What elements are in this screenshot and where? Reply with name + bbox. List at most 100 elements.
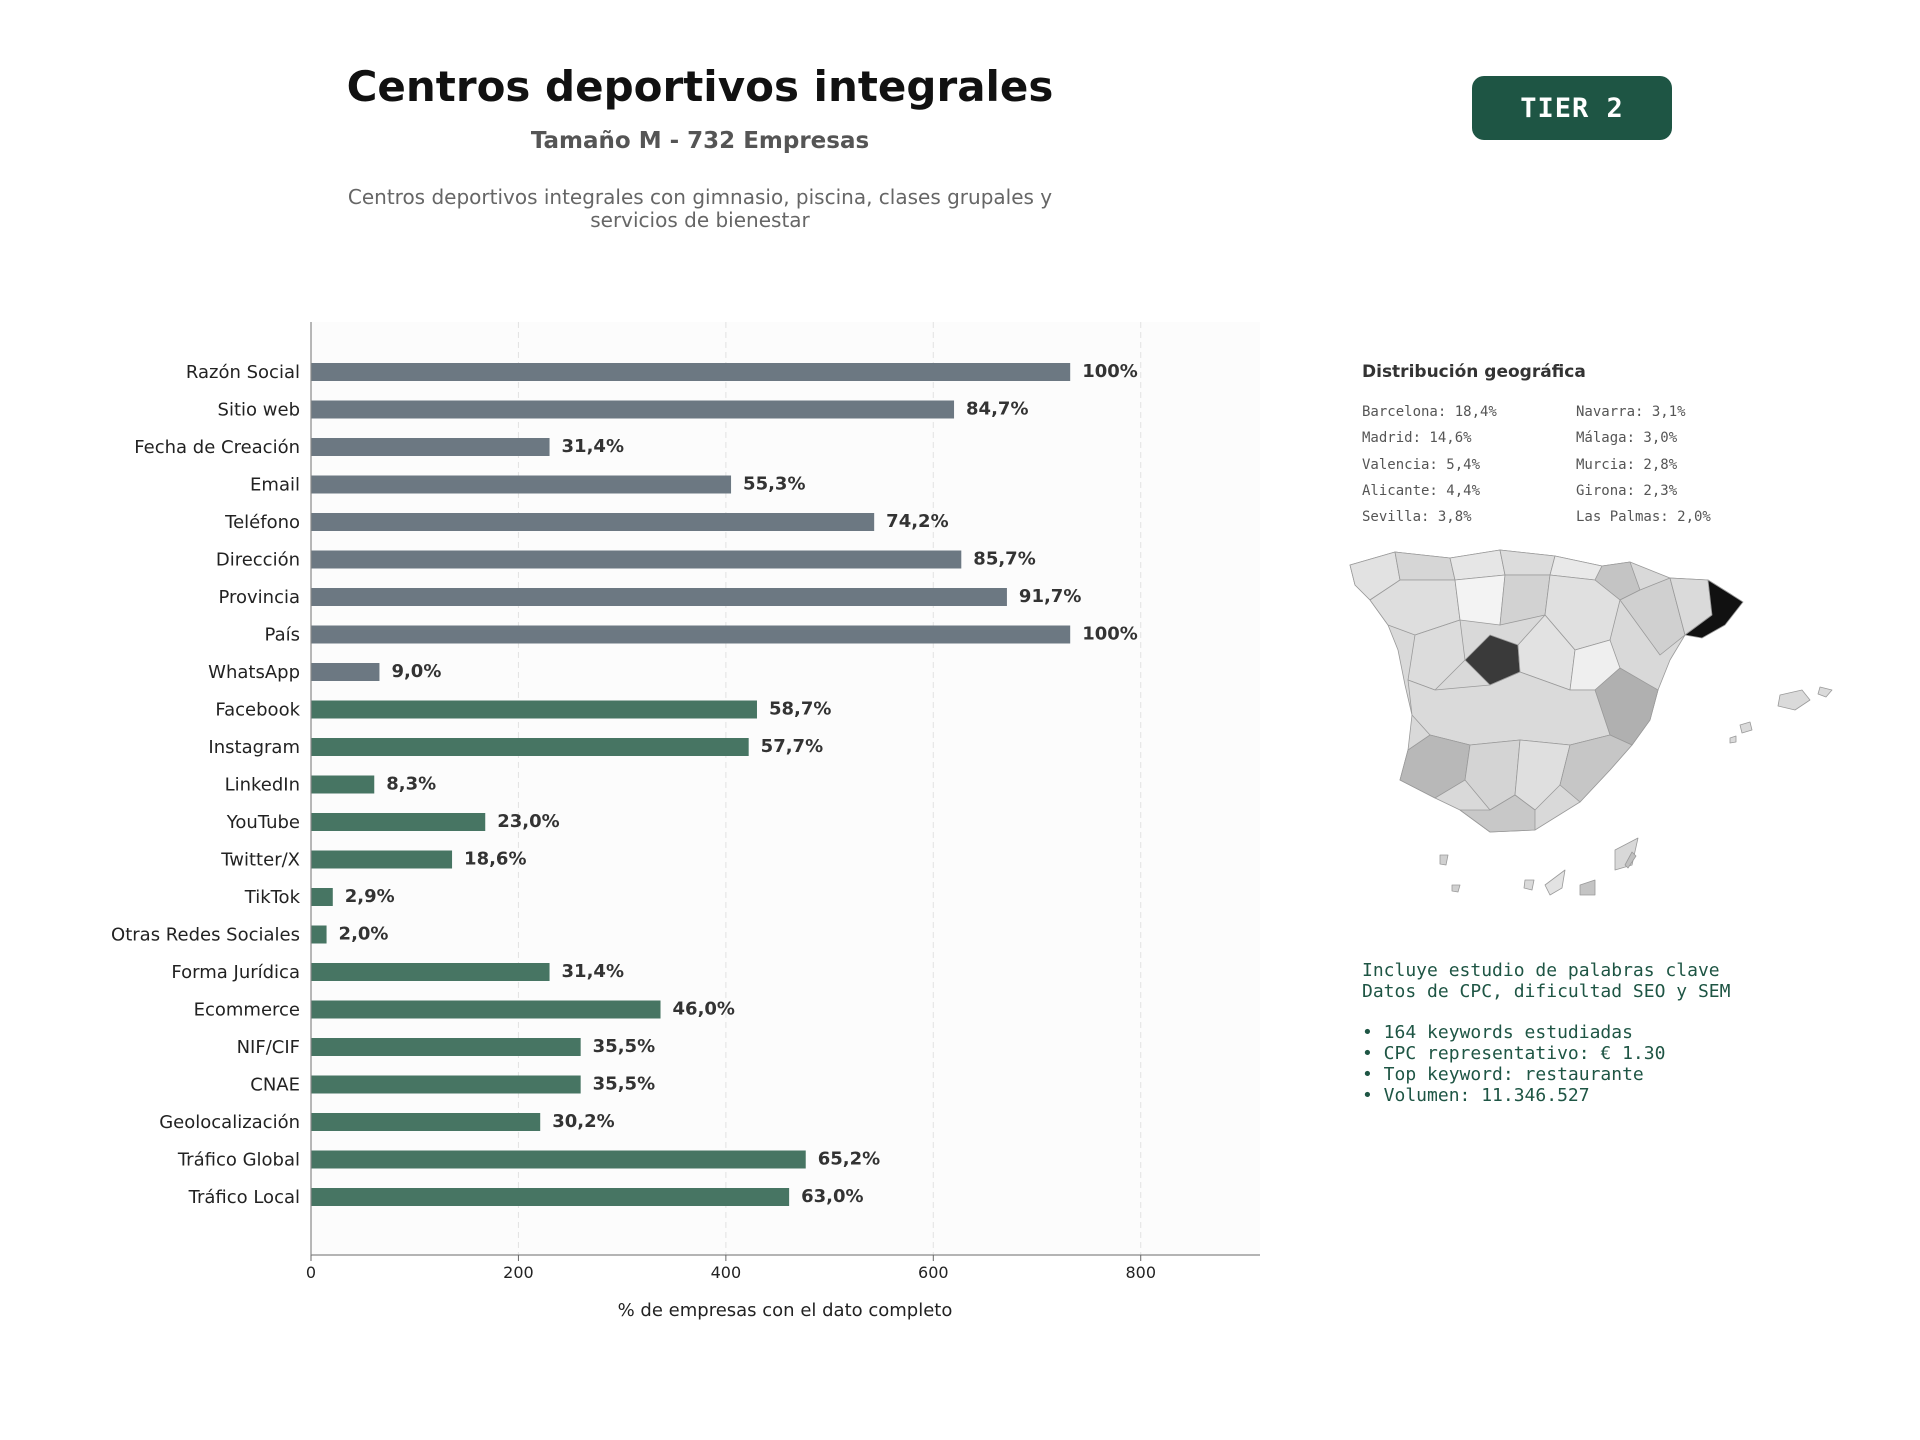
x-axis-label: % de empresas con el dato completo: [618, 1300, 953, 1321]
geo-item: Málaga: 3,0%: [1576, 430, 1678, 447]
map-region: [1499, 549, 1556, 576]
bar: [311, 775, 375, 794]
bars: [311, 363, 1071, 1206]
map-island: [1523, 879, 1535, 891]
geo-item: Navarra: 3,1%: [1576, 404, 1686, 420]
bar: [311, 850, 453, 869]
bar: [311, 438, 550, 456]
bar: [311, 588, 1007, 606]
keywords-bullet: • 164 keywords estudiadas: [1362, 1022, 1633, 1043]
geo-title: Distribución geográfica: [1362, 362, 1586, 382]
data-label: 55,3%: [743, 474, 805, 495]
keywords-bullet: • CPC representativo: € 1.30: [1362, 1043, 1666, 1064]
geo-item: Las Palmas: 2,0%: [1576, 509, 1711, 526]
bar: [311, 888, 333, 906]
map-region: [1407, 619, 1466, 691]
data-label: 57,7%: [761, 736, 823, 757]
data-label: 100%: [1082, 361, 1138, 382]
category-label: Teléfono: [224, 512, 300, 533]
map-island: [1817, 686, 1833, 698]
category-label: Twitter/X: [220, 850, 300, 871]
data-label: 74,2%: [886, 511, 948, 532]
bar: [311, 700, 757, 719]
category-label: Tráfico Global: [177, 1150, 300, 1171]
geo-item: Valencia: 5,4%: [1362, 456, 1481, 473]
map-region: [1394, 551, 1456, 581]
data-label: 91,7%: [1019, 586, 1081, 607]
bar: [311, 363, 1071, 381]
data-label: 2,0%: [339, 924, 389, 945]
data-label: 9,0%: [391, 661, 441, 682]
data-label: 8,3%: [386, 774, 436, 795]
spain-map: [1349, 549, 1833, 896]
geo-item: Murcia: 2,8%: [1576, 456, 1678, 473]
bar: [311, 1000, 661, 1019]
data-label: 31,4%: [562, 436, 624, 457]
map-region: [1684, 579, 1744, 639]
geo-item: Barcelona: 18,4%: [1362, 404, 1497, 420]
bar: [311, 738, 749, 756]
x-ticks: 0 200 400 600 800: [306, 1255, 1156, 1282]
category-label: Provincia: [218, 587, 300, 608]
bar: [311, 550, 962, 569]
map-island: [1544, 869, 1566, 896]
geo-list-col2: Navarra: 3,1% Málaga: 3,0% Murcia: 2,8% …: [1576, 399, 1711, 530]
data-label: 46,0%: [673, 999, 735, 1020]
bar: [311, 1188, 790, 1206]
keywords-line: Datos de CPC, dificultad SEO y SEM: [1362, 981, 1731, 1002]
category-label: Geolocalización: [159, 1112, 300, 1133]
map-region: [1514, 739, 1571, 811]
map-island: [1739, 721, 1753, 734]
page-description: Centros deportivos integrales con gimnas…: [330, 186, 1070, 232]
value-labels: 100%84,7%31,4%55,3%74,2%85,7%91,7%100%9,…: [339, 361, 1138, 1207]
category-label: Email: [250, 475, 300, 496]
category-label: Ecommerce: [194, 1000, 300, 1021]
data-label: 23,0%: [497, 811, 559, 832]
bar: [311, 625, 1071, 644]
keywords-box: Incluye estudio de palabras clave Datos …: [1362, 960, 1730, 1106]
map-region: [1559, 734, 1633, 803]
geo-item: Alicante: 4,4%: [1362, 482, 1481, 499]
data-label: 63,0%: [801, 1186, 863, 1207]
category-label: Otras Redes Sociales: [111, 925, 300, 946]
bar: [311, 1038, 581, 1056]
data-label: 35,5%: [593, 1036, 655, 1057]
geo-list-col1: Barcelona: 18,4% Madrid: 14,6% Valencia:…: [1362, 399, 1497, 530]
category-label: Razón Social: [186, 362, 300, 383]
category-labels: Razón Social Sitio web Fecha de Creación Em…: [111, 362, 301, 1208]
geo-item: Sevilla: 3,8%: [1362, 509, 1472, 526]
description-line: servicios de bienestar: [590, 208, 810, 232]
category-label: Forma Jurídica: [171, 962, 300, 983]
data-label: 84,7%: [966, 399, 1028, 420]
map-island: [1729, 735, 1737, 744]
bar: [311, 400, 955, 419]
geo-item: Girona: 2,3%: [1576, 482, 1678, 499]
category-label: WhatsApp: [208, 662, 300, 683]
bar: [311, 1150, 806, 1169]
data-label: 85,7%: [973, 549, 1035, 570]
bar: [311, 1075, 581, 1094]
keywords-line: Incluye estudio de palabras clave: [1362, 960, 1720, 981]
category-label: Instagram: [208, 737, 300, 758]
data-label: 31,4%: [562, 961, 624, 982]
bar-chart: Razón Social Sitio web Fecha de Creación Em…: [111, 322, 1260, 1321]
x-tick-label: 600: [918, 1263, 949, 1282]
category-label: Facebook: [215, 700, 300, 721]
description-line: Centros deportivos integrales con gimnas…: [347, 185, 1053, 209]
geo-item: Madrid: 14,6%: [1362, 430, 1472, 447]
data-label: 18,6%: [464, 849, 526, 870]
map-region: [1454, 574, 1506, 626]
map-island: [1451, 884, 1461, 893]
category-label: TikTok: [244, 887, 301, 908]
data-label: 35,5%: [593, 1074, 655, 1095]
category-label: LinkedIn: [225, 775, 300, 796]
category-label: Fecha de Creación: [134, 437, 300, 458]
data-label: 65,2%: [818, 1149, 880, 1170]
keywords-bullet: • Top keyword: restaurante: [1362, 1064, 1644, 1085]
bar: [311, 925, 327, 944]
category-label: NIF/CIF: [237, 1037, 300, 1058]
page-subtitle: Tamaño M - 732 Empresas: [530, 128, 870, 154]
data-label: 58,7%: [769, 699, 831, 720]
category-label: Dirección: [216, 550, 300, 571]
tier-badge: TIER 2: [1472, 76, 1672, 140]
